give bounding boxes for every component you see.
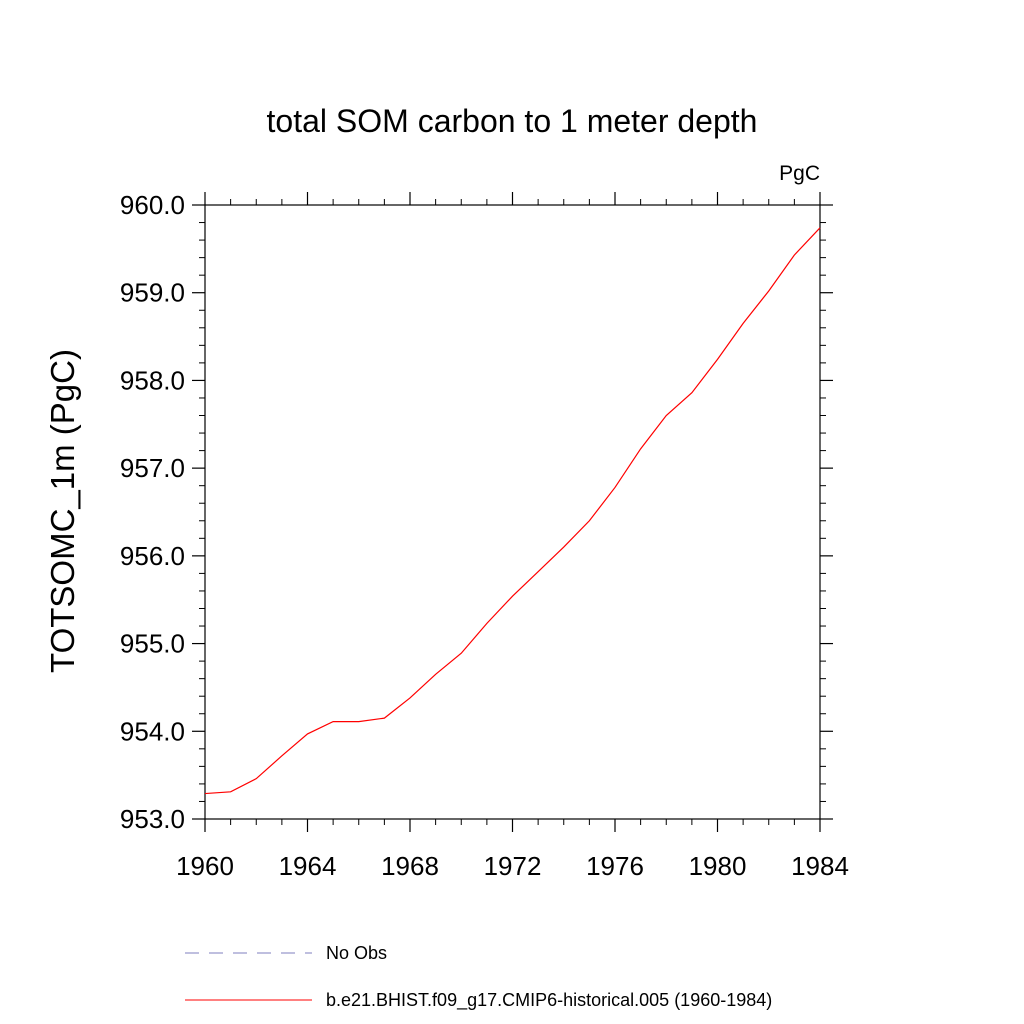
legend-label: No Obs <box>326 943 387 963</box>
plot-frame <box>204 204 821 820</box>
plot-border <box>204 204 821 820</box>
series-lines <box>204 227 821 795</box>
y-axis-label: TOTSOMC_1m (PgC) <box>44 349 81 673</box>
y-tick-label: 953.0 <box>120 804 185 834</box>
legend: No Obs b.e21.BHIST.f09_g17.CMIP6-historic… <box>185 943 772 1011</box>
x-tick-label: 1976 <box>586 851 644 881</box>
y-tick-label: 960.0 <box>120 190 185 220</box>
y-tick-label: 959.0 <box>120 278 185 308</box>
x-tick-label: 1964 <box>279 851 337 881</box>
units-label: PgC <box>779 162 820 185</box>
x-tick-label: 1984 <box>791 851 849 881</box>
y-tick-label: 957.0 <box>120 453 185 483</box>
y-tick-label: 955.0 <box>120 629 185 659</box>
y-tick-label: 956.0 <box>120 541 185 571</box>
x-tick-label: 1980 <box>689 851 747 881</box>
x-tick-label: 1968 <box>381 851 439 881</box>
y-tick-label: 954.0 <box>120 716 185 746</box>
chart-title: total SOM carbon to 1 meter depth <box>267 103 758 139</box>
tick-labels: 1960 1964 1968 1972 1976 1980 1984 953.0 954.0 95… <box>120 190 849 881</box>
x-tick-label: 1972 <box>484 851 542 881</box>
x-tick-label: 1960 <box>176 851 234 881</box>
series-line <box>204 227 821 795</box>
axis-ticks <box>192 192 833 832</box>
y-tick-label: 958.0 <box>120 365 185 395</box>
legend-label: b.e21.BHIST.f09_g17.CMIP6-historical.005… <box>326 990 772 1011</box>
